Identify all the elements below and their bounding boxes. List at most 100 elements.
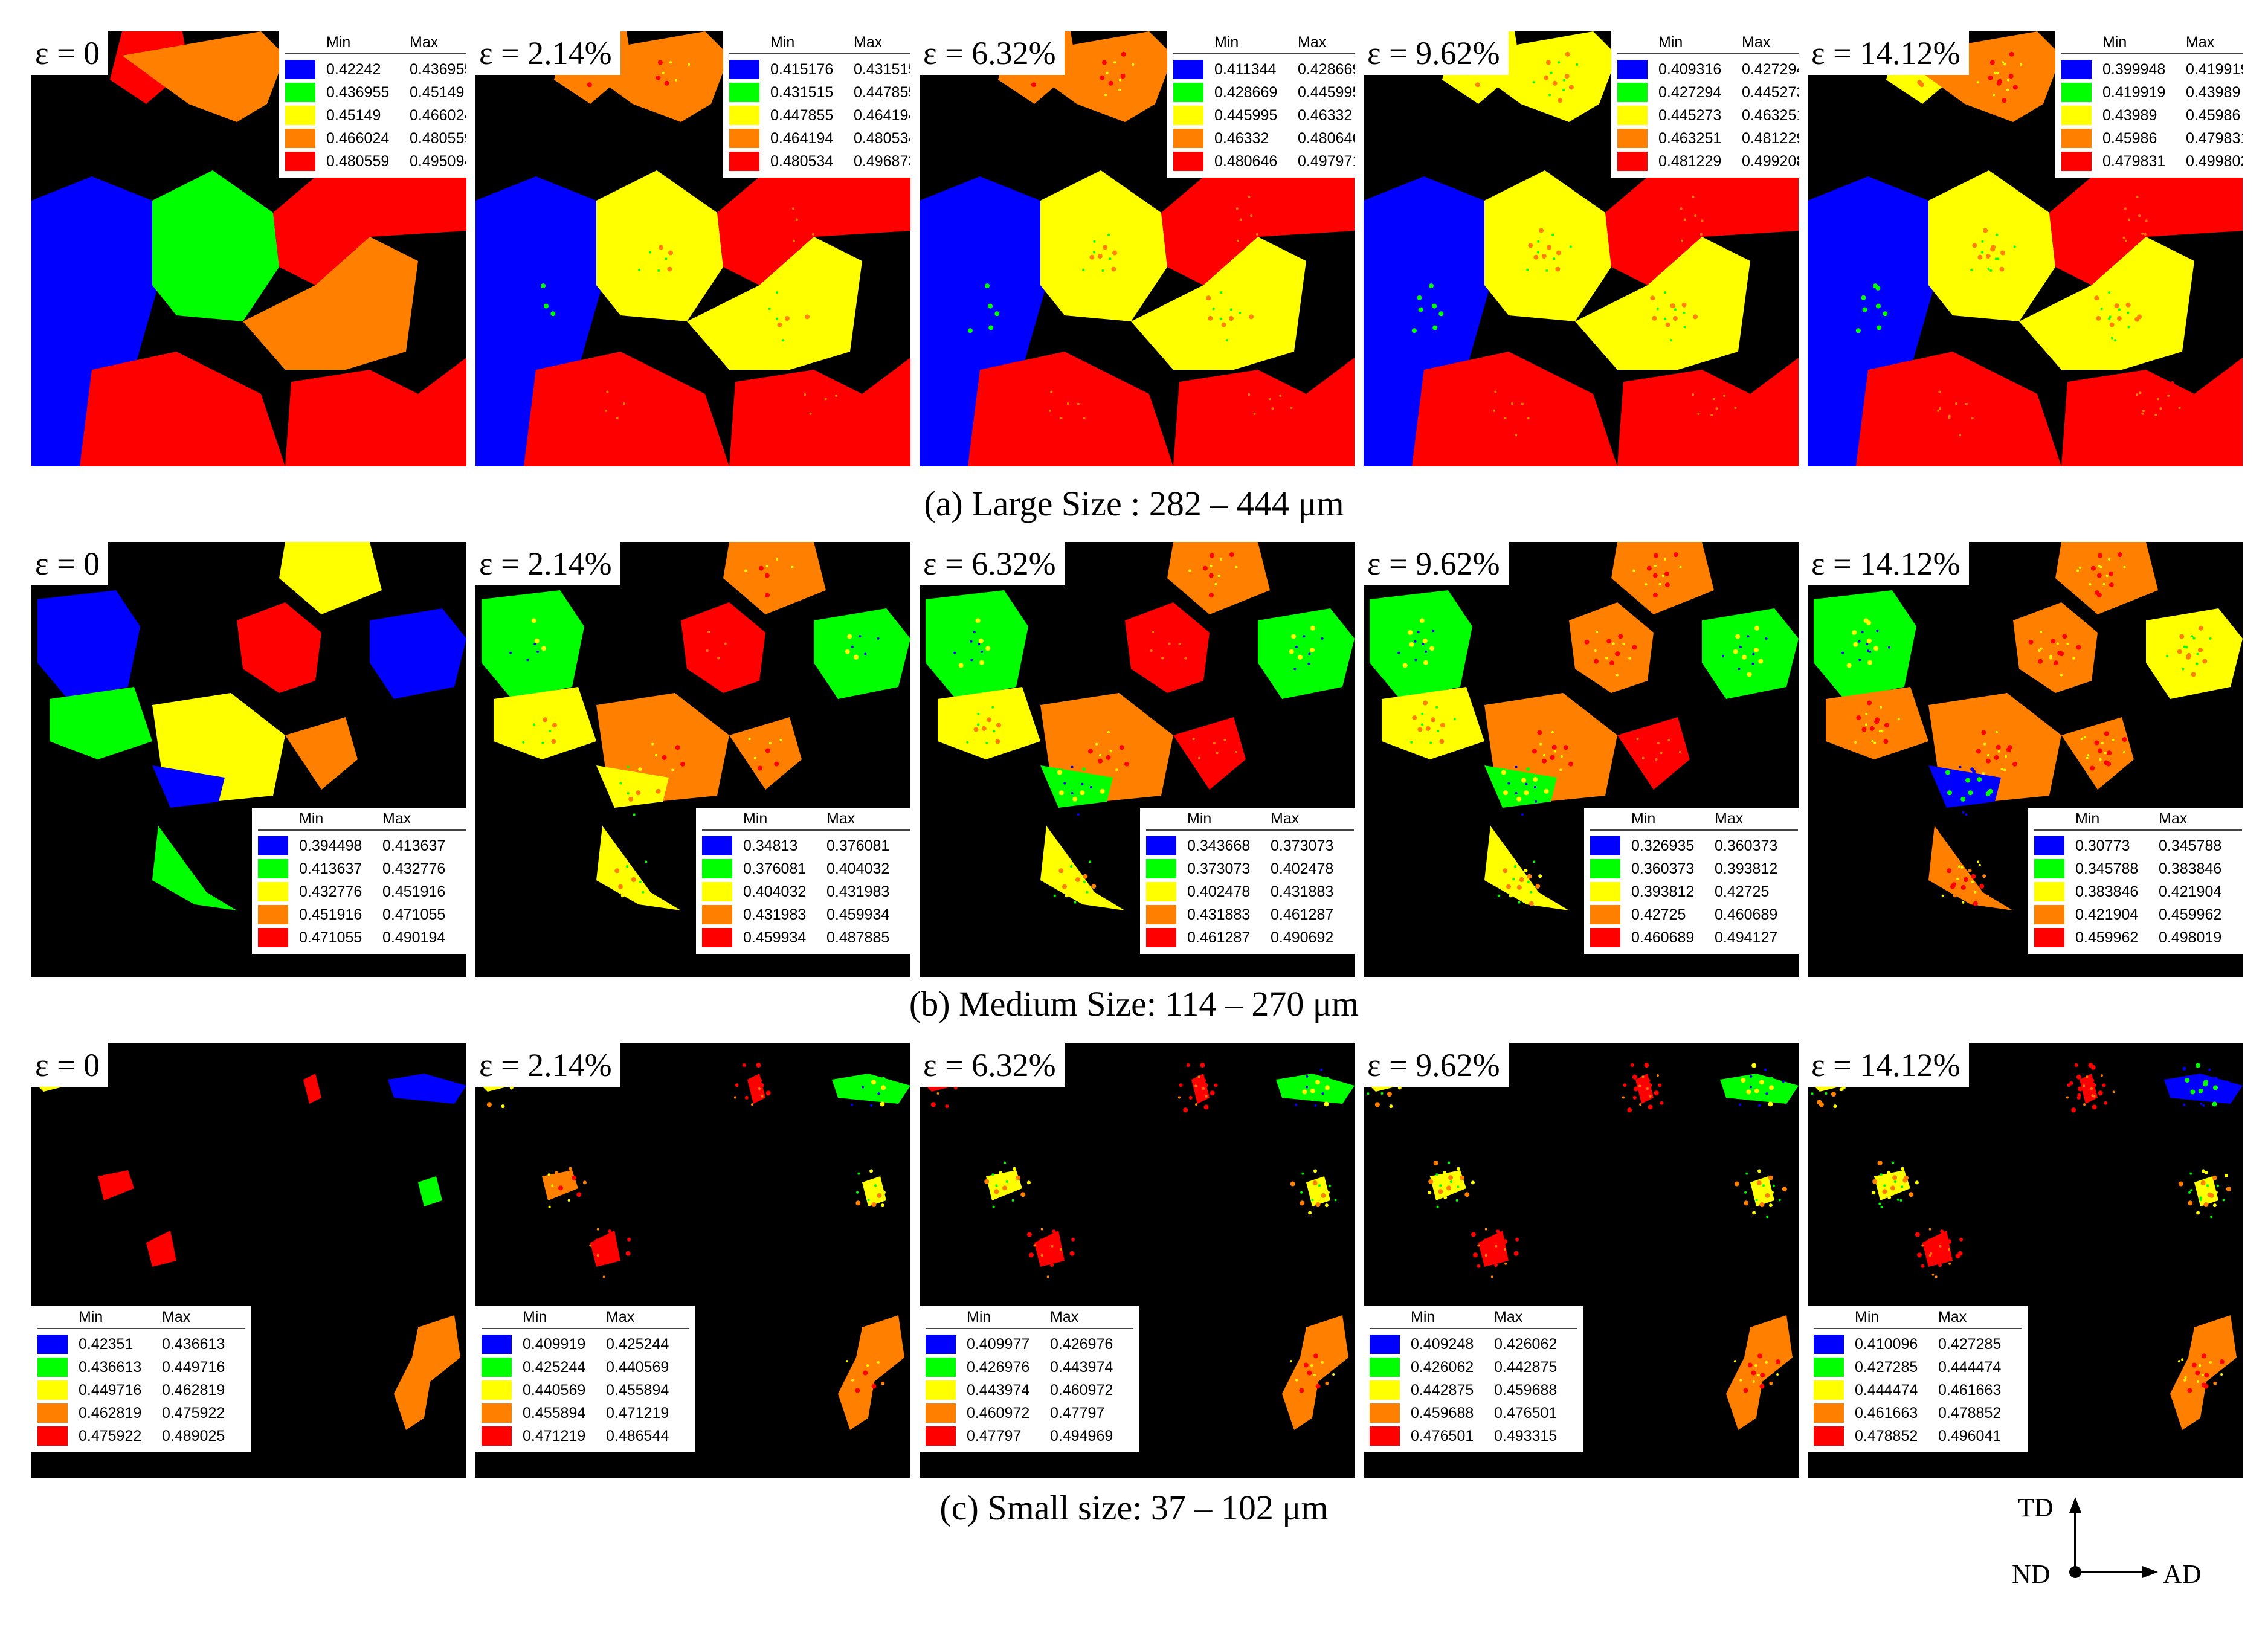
misorientation-speckle <box>631 877 636 882</box>
grain-region <box>1370 590 1472 699</box>
misorientation-speckle <box>1968 790 1973 796</box>
misorientation-speckle <box>2109 322 2115 327</box>
misorientation-speckle <box>1089 254 1095 260</box>
misorientation-speckle <box>765 1090 771 1096</box>
misorientation-speckle <box>1948 1262 1951 1265</box>
misorientation-speckle <box>1471 1232 1476 1237</box>
misorientation-speckle <box>625 776 630 781</box>
misorientation-speckle <box>1106 71 1109 74</box>
misorientation-speckle <box>2199 1364 2202 1367</box>
misorientation-speckle <box>759 1083 764 1088</box>
misorientation-speckle <box>1194 1084 1197 1087</box>
misorientation-speckle <box>792 239 795 242</box>
misorientation-speckle <box>1937 409 1940 412</box>
misorientation-speckle <box>1311 1395 1315 1399</box>
misorientation-speckle <box>1753 1084 1757 1088</box>
legend-row: 0.442875 0.459688 <box>1370 1379 1577 1402</box>
misorientation-speckle <box>1133 75 1137 79</box>
misorientation-speckle <box>1109 750 1112 753</box>
grain-region <box>1814 590 1916 699</box>
misorientation-speckle <box>2125 302 2131 308</box>
misorientation-speckle <box>572 1175 576 1180</box>
misorientation-speckle <box>1675 576 1680 581</box>
misorientation-speckle <box>1851 317 1854 320</box>
misorientation-speckle <box>1945 429 1949 433</box>
misorientation-speckle <box>2098 1090 2103 1096</box>
misorientation-speckle <box>1202 765 1207 771</box>
misorientation-speckle <box>1811 1092 1814 1095</box>
misorientation-speckle <box>1974 405 1980 410</box>
legend-min-value: 0.409248 <box>1411 1335 1474 1353</box>
misorientation-speckle <box>611 1252 615 1257</box>
misorientation-speckle <box>2202 659 2208 664</box>
legend-row: 0.46332 0.480646 <box>1173 127 1355 150</box>
misorientation-speckle <box>2003 768 2006 771</box>
misorientation-speckle <box>2133 206 2137 210</box>
misorientation-speckle <box>1996 233 1999 236</box>
grain-region <box>1569 602 1654 693</box>
misorientation-speckle <box>770 773 773 776</box>
misorientation-speckle <box>1994 257 1997 260</box>
misorientation-speckle <box>1089 860 1092 863</box>
misorientation-speckle <box>1543 84 1547 88</box>
misorientation-speckle <box>1223 739 1226 741</box>
grain-map <box>1808 1061 2243 1430</box>
misorientation-speckle <box>1963 877 1968 882</box>
misorientation-speckle <box>2196 1380 2199 1383</box>
legend-min-value: 0.394498 <box>299 837 362 854</box>
misorientation-speckle <box>1494 1263 1498 1267</box>
misorientation-speckle <box>1953 894 1957 898</box>
misorientation-speckle <box>1439 739 1445 744</box>
legend-swatch <box>285 106 315 125</box>
misorientation-speckle <box>1704 209 1709 214</box>
misorientation-speckle <box>1765 1368 1770 1372</box>
misorientation-speckle <box>623 405 627 410</box>
misorientation-speckle <box>985 646 991 651</box>
misorientation-speckle <box>1883 1184 1886 1187</box>
legend-swatch <box>2034 928 2064 947</box>
misorientation-speckle <box>1428 713 1431 717</box>
legend-min-header: Min <box>770 34 795 51</box>
misorientation-speckle <box>1735 634 1741 639</box>
misorientation-speckle <box>1428 1191 1432 1195</box>
misorientation-speckle <box>2090 765 2095 771</box>
grain-region <box>1726 1315 1793 1430</box>
legend-max-value: 0.393812 <box>1715 860 1778 877</box>
misorientation-speckle <box>526 659 529 662</box>
misorientation-speckle <box>1893 1180 1896 1183</box>
misorientation-speckle <box>2104 1101 2108 1105</box>
misorientation-speckle <box>1971 880 1974 883</box>
misorientation-speckle <box>2009 51 2014 57</box>
misorientation-speckle <box>1429 729 1433 733</box>
misorientation-speckle <box>764 593 770 598</box>
misorientation-speckle <box>1325 1085 1330 1090</box>
misorientation-speckle <box>657 775 662 779</box>
legend-min-header: Min <box>1631 810 1656 827</box>
misorientation-speckle <box>1941 880 1945 883</box>
misorientation-speckle <box>1045 85 1049 89</box>
misorientation-speckle <box>596 1254 599 1257</box>
misorientation-speckle <box>2167 395 2170 397</box>
kam-map-panel: ε = 14.12% Min Max 0.399948 0.419919 0.419919… <box>1808 31 2243 466</box>
misorientation-speckle <box>1768 1101 1773 1107</box>
misorientation-speckle <box>990 315 993 318</box>
misorientation-speckle <box>1977 786 1980 788</box>
misorientation-speckle <box>1666 311 1670 315</box>
misorientation-speckle <box>2080 738 2083 741</box>
legend-row: 0.425244 0.440569 <box>482 1356 689 1379</box>
misorientation-speckle <box>2062 634 2067 639</box>
legend-swatch <box>258 836 288 855</box>
legend-max-value: 0.413637 <box>382 837 446 854</box>
misorientation-speckle <box>1099 753 1101 756</box>
misorientation-speckle <box>2015 97 2020 101</box>
misorientation-speckle <box>1699 233 1703 236</box>
misorientation-speckle <box>1072 875 1077 880</box>
misorientation-speckle <box>1989 775 1994 779</box>
misorientation-speckle <box>1541 254 1547 259</box>
legend-max-value: 0.373073 <box>1271 837 1334 854</box>
misorientation-speckle <box>1713 428 1717 432</box>
legend-row: 0.462819 0.475922 <box>37 1402 245 1425</box>
misorientation-speckle <box>1680 207 1683 210</box>
misorientation-speckle <box>732 649 736 653</box>
misorientation-speckle <box>1627 1107 1632 1113</box>
